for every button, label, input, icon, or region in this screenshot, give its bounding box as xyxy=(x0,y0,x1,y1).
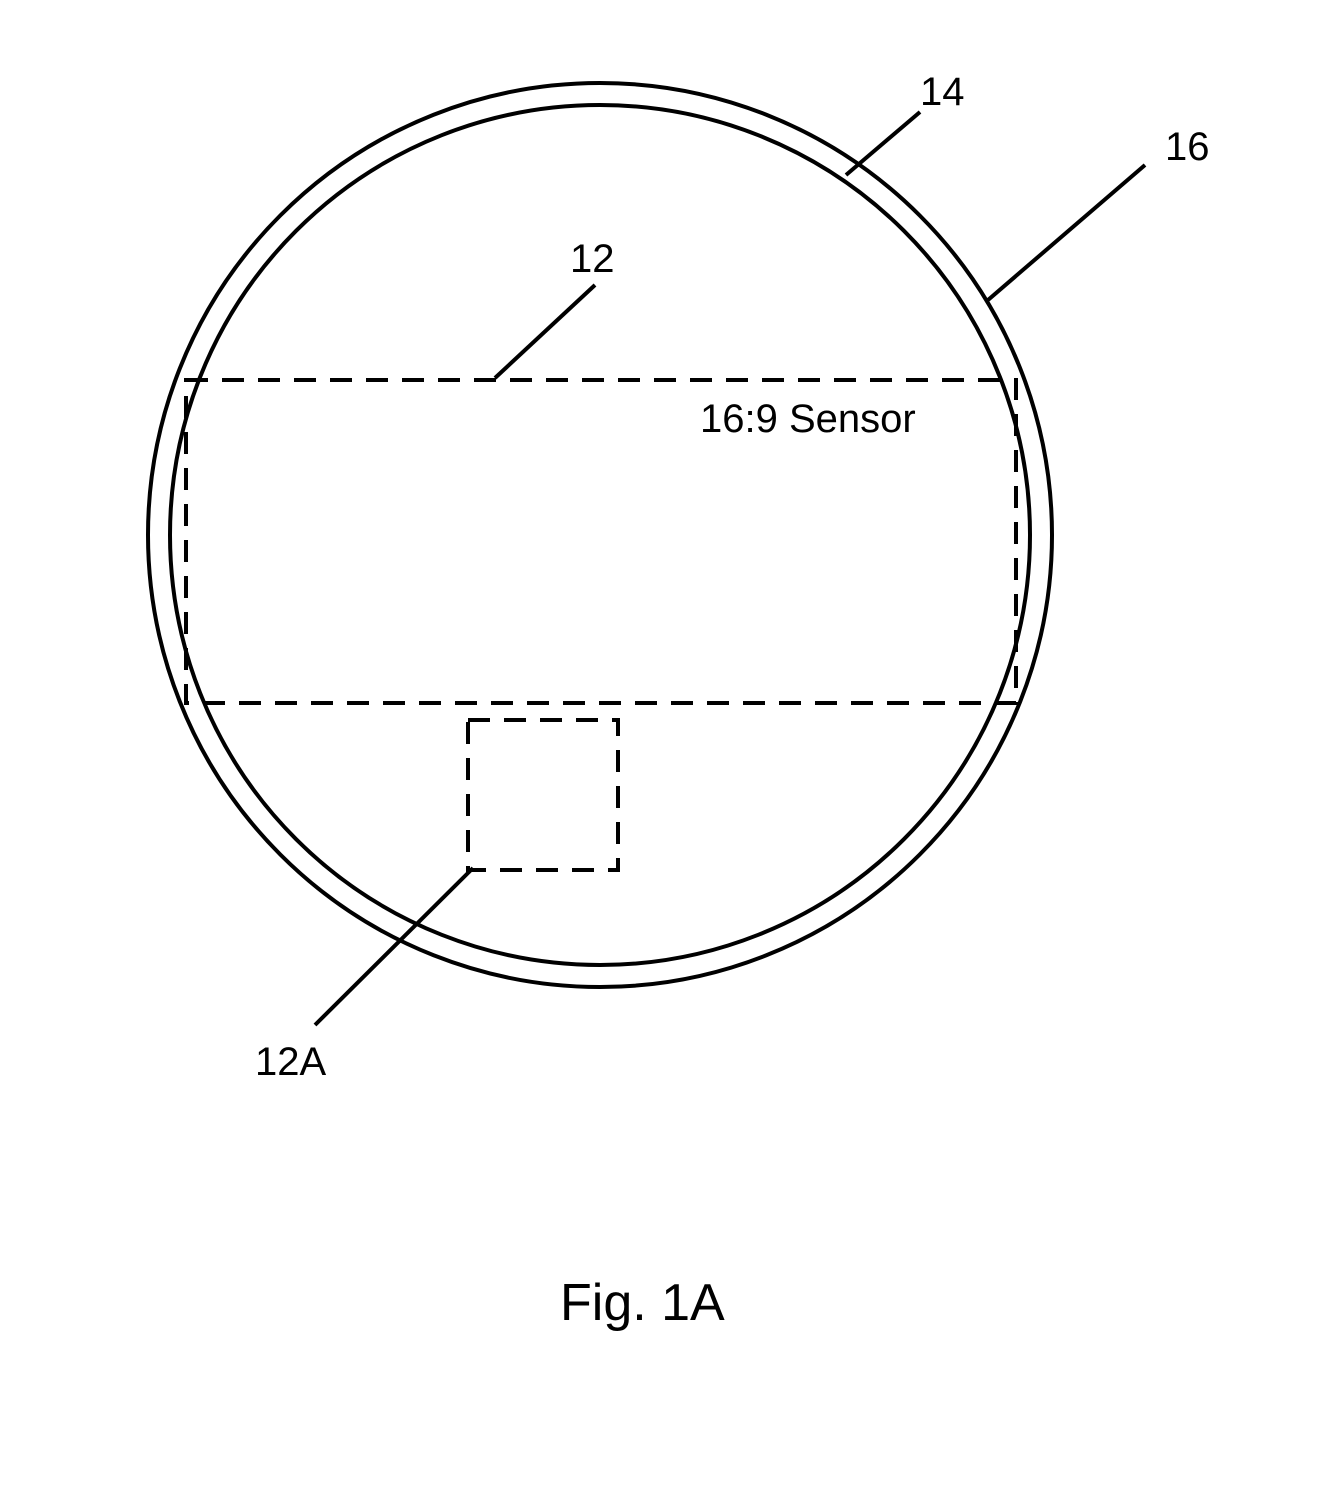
callout-16-line xyxy=(988,165,1145,300)
inner-circle xyxy=(170,105,1030,965)
outer-circle xyxy=(148,83,1052,987)
small-rect xyxy=(468,720,618,870)
callout-12-label: 12 xyxy=(570,237,615,281)
callout-16-label: 16 xyxy=(1165,125,1210,169)
callout-12-line xyxy=(495,285,595,378)
figure-1a: 16:9 Sensor 16 14 12 12A Fig. 1A xyxy=(0,0,1344,1512)
figure-caption: Fig. 1A xyxy=(560,1274,725,1332)
callout-14-line xyxy=(846,112,920,175)
callout-12a-label: 12A xyxy=(255,1040,326,1084)
callout-14-label: 14 xyxy=(920,70,965,114)
sensor-label: 16:9 Sensor xyxy=(700,397,916,441)
callout-12a-line xyxy=(315,868,473,1025)
